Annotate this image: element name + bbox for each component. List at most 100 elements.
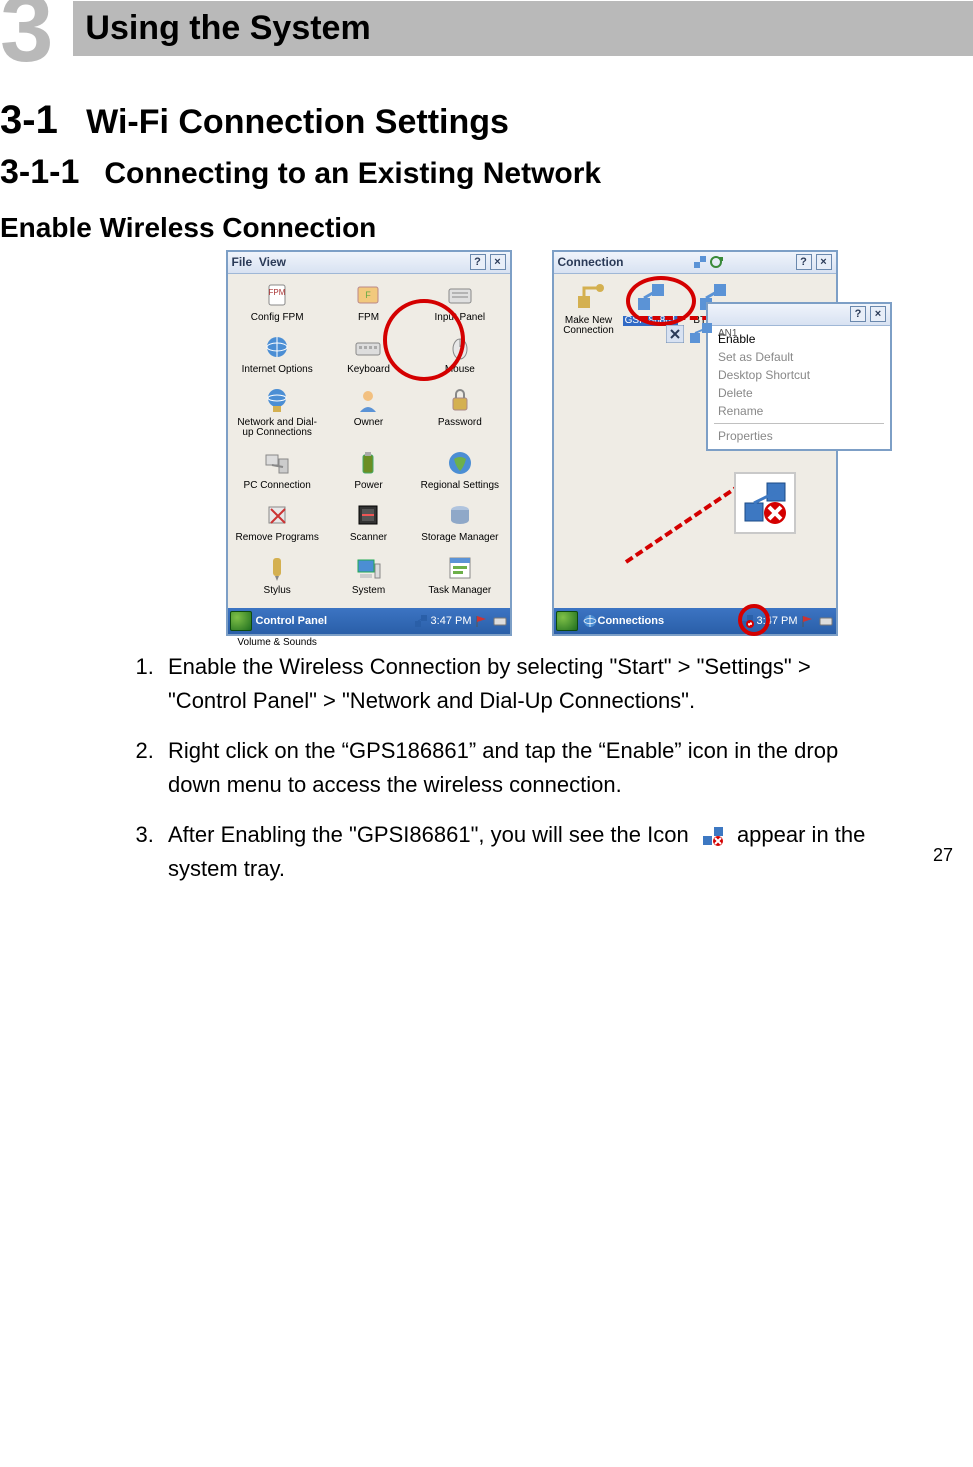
- network-tray-icon[interactable]: [413, 613, 429, 629]
- control-panel-item-icon: [444, 331, 476, 363]
- control-panel-item[interactable]: Remove Programs: [234, 498, 321, 545]
- control-panel-item-icon: [261, 499, 293, 531]
- close-icon[interactable]: ×: [870, 306, 886, 322]
- keyboard-tray-icon[interactable]: [818, 613, 834, 629]
- help-icon[interactable]: ?: [470, 254, 486, 270]
- control-panel-item[interactable]: PC Connection: [234, 446, 321, 493]
- globe-tray-icon[interactable]: [582, 613, 598, 629]
- control-panel-item-label: Mouse: [445, 365, 475, 376]
- close-icon[interactable]: [666, 325, 684, 343]
- control-panel-item[interactable]: Storage Manager: [416, 498, 503, 545]
- control-panel-item-label: Power: [354, 481, 382, 492]
- control-panel-item-label: Network and Dial-up Connections: [235, 418, 320, 439]
- control-panel-item[interactable]: Task Manager: [416, 551, 503, 598]
- network-disabled-large-icon: [734, 472, 796, 534]
- control-panel-item-icon: F: [352, 279, 384, 311]
- menu-view[interactable]: View: [259, 255, 286, 269]
- connection-item[interactable]: Make New Connection: [560, 280, 618, 337]
- network-disabled-tray-icon[interactable]: [739, 613, 755, 629]
- control-panel-item[interactable]: Password: [416, 383, 503, 440]
- control-panel-item-label: Regional Settings: [421, 481, 499, 492]
- start-button[interactable]: [230, 611, 252, 631]
- context-menu-separator: [714, 423, 884, 424]
- screenshot-row: File View ? × FPM Config FPM F FPM Input Pan…: [0, 250, 973, 636]
- chapter-number: 3: [0, 0, 53, 58]
- taskbar-app-label[interactable]: Connections: [598, 615, 665, 627]
- help-icon[interactable]: ?: [796, 254, 812, 270]
- control-panel-item-icon: [261, 384, 293, 416]
- instruction-list: Enable the Wireless Connection by select…: [130, 650, 890, 887]
- start-button[interactable]: [556, 611, 578, 631]
- control-panel-item[interactable]: Mouse: [416, 330, 503, 377]
- control-panel-item-label: Storage Manager: [421, 533, 498, 544]
- control-panel-item-icon: [352, 552, 384, 584]
- subsection-title: Connecting to an Existing Network: [104, 157, 601, 190]
- chapter-title: Using the System: [73, 1, 973, 56]
- context-menu-item: Delete: [714, 384, 884, 402]
- control-panel-item[interactable]: Regional Settings: [416, 446, 503, 493]
- control-panel-item-icon: [352, 499, 384, 531]
- control-panel-item[interactable]: Power: [325, 446, 412, 493]
- titlebar: File View ? ×: [228, 252, 510, 274]
- section-title: Wi-Fi Connection Settings: [86, 103, 509, 141]
- svg-text:FPM: FPM: [269, 288, 286, 297]
- menu-file[interactable]: File: [232, 255, 253, 269]
- flag-tray-icon[interactable]: [474, 613, 490, 629]
- control-panel-item-icon: [444, 384, 476, 416]
- context-menu-preview: AN1: [666, 319, 737, 349]
- control-panel-item-label: Task Manager: [428, 586, 491, 597]
- taskbar-app-label[interactable]: Control Panel: [256, 615, 328, 627]
- control-panel-item-icon: [352, 447, 384, 479]
- control-panel-item-label: Scanner: [350, 533, 387, 544]
- connection-icon: [634, 280, 668, 314]
- instruction-item: After Enabling the "GPSI86861", you will…: [160, 818, 890, 886]
- context-menu-item: Rename: [714, 402, 884, 420]
- control-panel-item-icon: [261, 447, 293, 479]
- control-panel-item-label: FPM: [358, 313, 379, 324]
- context-menu-item[interactable]: Enable: [714, 330, 884, 348]
- help-icon[interactable]: ?: [850, 306, 866, 322]
- control-panel-item[interactable]: F FPM: [325, 278, 412, 325]
- system-tray: 3:47 PM: [739, 613, 834, 629]
- taskbar-time: 3:47 PM: [431, 615, 472, 627]
- control-panel-item[interactable]: FPM Config FPM: [234, 278, 321, 325]
- system-tray: 3:47 PM: [413, 613, 508, 629]
- control-panel-item-label: Input Panel: [435, 313, 486, 324]
- keyboard-tray-icon[interactable]: [492, 613, 508, 629]
- connection-label: Make New Connection: [560, 316, 618, 337]
- control-panel-item[interactable]: Owner: [325, 383, 412, 440]
- flag-tray-icon[interactable]: [800, 613, 816, 629]
- taskbar: Control Panel 3:47 PM: [228, 608, 510, 634]
- control-panel-item-icon: FPM: [261, 279, 293, 311]
- close-icon[interactable]: ×: [816, 254, 832, 270]
- taskbar: Connections 3:47 PM: [554, 608, 836, 634]
- control-panel-item[interactable]: Input Panel: [416, 278, 503, 325]
- control-panel-item[interactable]: System: [325, 551, 412, 598]
- control-panel-item-label: Owner: [354, 418, 383, 429]
- chapter-header: 3 Using the System: [0, 0, 973, 58]
- close-icon[interactable]: ×: [490, 254, 506, 270]
- connection-icon: [572, 280, 606, 314]
- subhead: Enable Wireless Connection: [0, 212, 973, 244]
- instruction-item: Right click on the “GPS186861” and tap t…: [160, 734, 890, 802]
- control-panel-item[interactable]: Network and Dial-up Connections: [234, 383, 321, 440]
- titlebar: Connection ? ×: [554, 252, 836, 274]
- titlebar-refresh-icon[interactable]: [708, 254, 724, 270]
- subsection-number: 3-1-1: [0, 153, 79, 191]
- control-panel-item-label: Password: [438, 418, 482, 429]
- control-panel-item[interactable]: Scanner: [325, 498, 412, 545]
- control-panel-item[interactable]: Internet Options: [234, 330, 321, 377]
- subsection-heading: 3-1-1 Connecting to an Existing Network: [0, 153, 973, 192]
- section-number: 3-1: [0, 98, 58, 142]
- control-panel-item[interactable]: Keyboard: [325, 330, 412, 377]
- control-panel-item-label: Volume & Sounds: [237, 638, 317, 649]
- titlebar-net-icon[interactable]: [692, 254, 708, 270]
- control-panel-item-label: Remove Programs: [235, 533, 318, 544]
- context-menu-item: Properties: [714, 427, 884, 445]
- taskbar-time: 3:47 PM: [757, 615, 798, 627]
- btpan-icon: [686, 319, 716, 349]
- context-menu-item: Desktop Shortcut: [714, 366, 884, 384]
- control-panel-item[interactable]: Stylus: [234, 551, 321, 598]
- control-panel-item-label: Config FPM: [251, 313, 304, 324]
- control-panel-item-icon: [444, 499, 476, 531]
